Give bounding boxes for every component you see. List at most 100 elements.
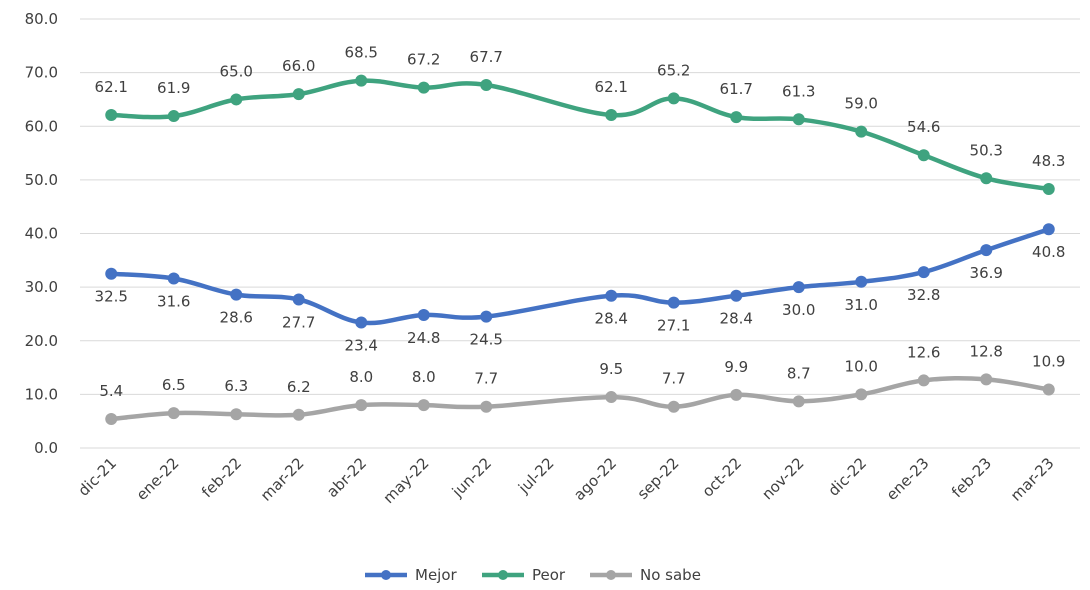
data-label: 30.0 (782, 301, 815, 319)
data-point (292, 293, 305, 306)
x-tick-label: may-22 (380, 454, 433, 507)
data-point (730, 289, 743, 302)
data-label: 6.3 (224, 377, 248, 395)
y-tick-label: 70.0 (25, 64, 58, 82)
data-label: 9.5 (599, 360, 623, 378)
gridlines (80, 18, 1080, 449)
legend-label: Mejor (415, 566, 458, 584)
data-label: 62.1 (595, 78, 628, 96)
data-point (292, 408, 305, 421)
data-label: 36.9 (970, 264, 1003, 282)
data-label: 48.3 (1032, 152, 1065, 170)
data-label: 8.0 (349, 368, 373, 386)
data-point (605, 391, 618, 404)
data-point (480, 78, 493, 91)
data-point (230, 408, 243, 421)
data-point (480, 400, 493, 413)
data-label: 8.7 (787, 364, 811, 382)
data-point (980, 373, 993, 386)
y-tick-label: 10.0 (25, 385, 58, 403)
data-label: 10.0 (845, 357, 878, 375)
data-point (167, 110, 180, 123)
x-axis-ticks: dic-21 ene-22 feb-22 mar-22 abr-22 may-22 jun-… (75, 454, 1058, 507)
series-lines (105, 74, 1055, 426)
data-point (355, 399, 368, 412)
data-label: 28.6 (220, 309, 253, 327)
data-label: 40.8 (1032, 243, 1065, 261)
legend-label: Peor (532, 566, 566, 584)
data-point (667, 400, 680, 413)
data-point (792, 395, 805, 408)
x-tick-label: jul-22 (514, 454, 557, 497)
x-tick-label: ene-23 (883, 454, 933, 504)
data-label: 31.0 (845, 296, 878, 314)
data-point (105, 108, 118, 121)
data-label: 6.5 (162, 376, 186, 394)
y-tick-label: 0.0 (34, 439, 58, 457)
y-tick-label: 80.0 (25, 10, 58, 28)
data-point (167, 272, 180, 285)
data-point (667, 296, 680, 309)
data-point (855, 275, 868, 288)
data-label: 9.9 (724, 358, 748, 376)
data-label: 24.5 (470, 331, 503, 349)
legend: Mejor Peor No sabe (365, 566, 701, 584)
data-point (792, 113, 805, 126)
data-point (917, 149, 930, 162)
data-point (855, 388, 868, 401)
data-label: 62.1 (95, 78, 128, 96)
data-label: 50.3 (970, 141, 1003, 159)
data-label: 7.7 (662, 370, 686, 388)
data-point (1042, 223, 1055, 236)
x-tick-label: feb-23 (948, 454, 995, 501)
data-label: 32.8 (907, 286, 940, 304)
data-label: 67.7 (470, 48, 503, 66)
data-point (480, 310, 493, 323)
data-label: 54.6 (907, 118, 940, 136)
data-point (292, 88, 305, 101)
y-tick-label: 60.0 (25, 117, 58, 135)
data-label: 27.7 (282, 313, 315, 331)
data-label: 65.2 (657, 61, 690, 79)
data-label: 10.9 (1032, 353, 1065, 371)
data-point (417, 309, 430, 322)
series-line-2 (109, 376, 1052, 422)
data-label: 7.7 (474, 370, 498, 388)
data-label: 66.0 (282, 57, 315, 75)
data-point (605, 289, 618, 302)
data-label: 27.1 (657, 317, 690, 335)
data-label: 59.0 (845, 95, 878, 113)
data-label: 67.2 (407, 51, 440, 69)
data-label: 5.4 (99, 382, 123, 400)
series-line-1 (109, 78, 1052, 192)
x-tick-label: oct-22 (699, 454, 746, 501)
data-label: 8.0 (412, 368, 436, 386)
data-label: 23.4 (345, 337, 378, 355)
data-label: 61.7 (720, 80, 753, 98)
data-label: 28.4 (720, 310, 753, 328)
series-line-0 (109, 226, 1052, 326)
y-tick-label: 20.0 (25, 332, 58, 350)
data-point (730, 111, 743, 124)
data-point (1042, 383, 1055, 396)
legend-label: No sabe (640, 566, 701, 584)
data-label: 24.8 (407, 329, 440, 347)
data-label: 65.0 (220, 62, 253, 80)
data-labels: 32.5 31.6 28.6 27.7 23.4 24.8 24.5 28.4 27.1 28.4… (95, 44, 1066, 400)
data-label: 61.9 (157, 79, 190, 97)
data-label: 61.3 (782, 82, 815, 100)
data-point (355, 316, 368, 329)
legend-marker (498, 570, 508, 580)
data-point (917, 374, 930, 387)
data-point (167, 407, 180, 420)
x-tick-label: nov-22 (758, 454, 807, 503)
data-point (667, 92, 680, 105)
data-label: 6.2 (287, 378, 311, 396)
data-point (730, 388, 743, 401)
x-tick-label: mar-22 (257, 454, 308, 505)
data-point (605, 108, 618, 121)
x-tick-label: jun-22 (448, 454, 495, 501)
data-point (230, 288, 243, 301)
y-tick-label: 50.0 (25, 171, 58, 189)
legend-marker (381, 570, 391, 580)
